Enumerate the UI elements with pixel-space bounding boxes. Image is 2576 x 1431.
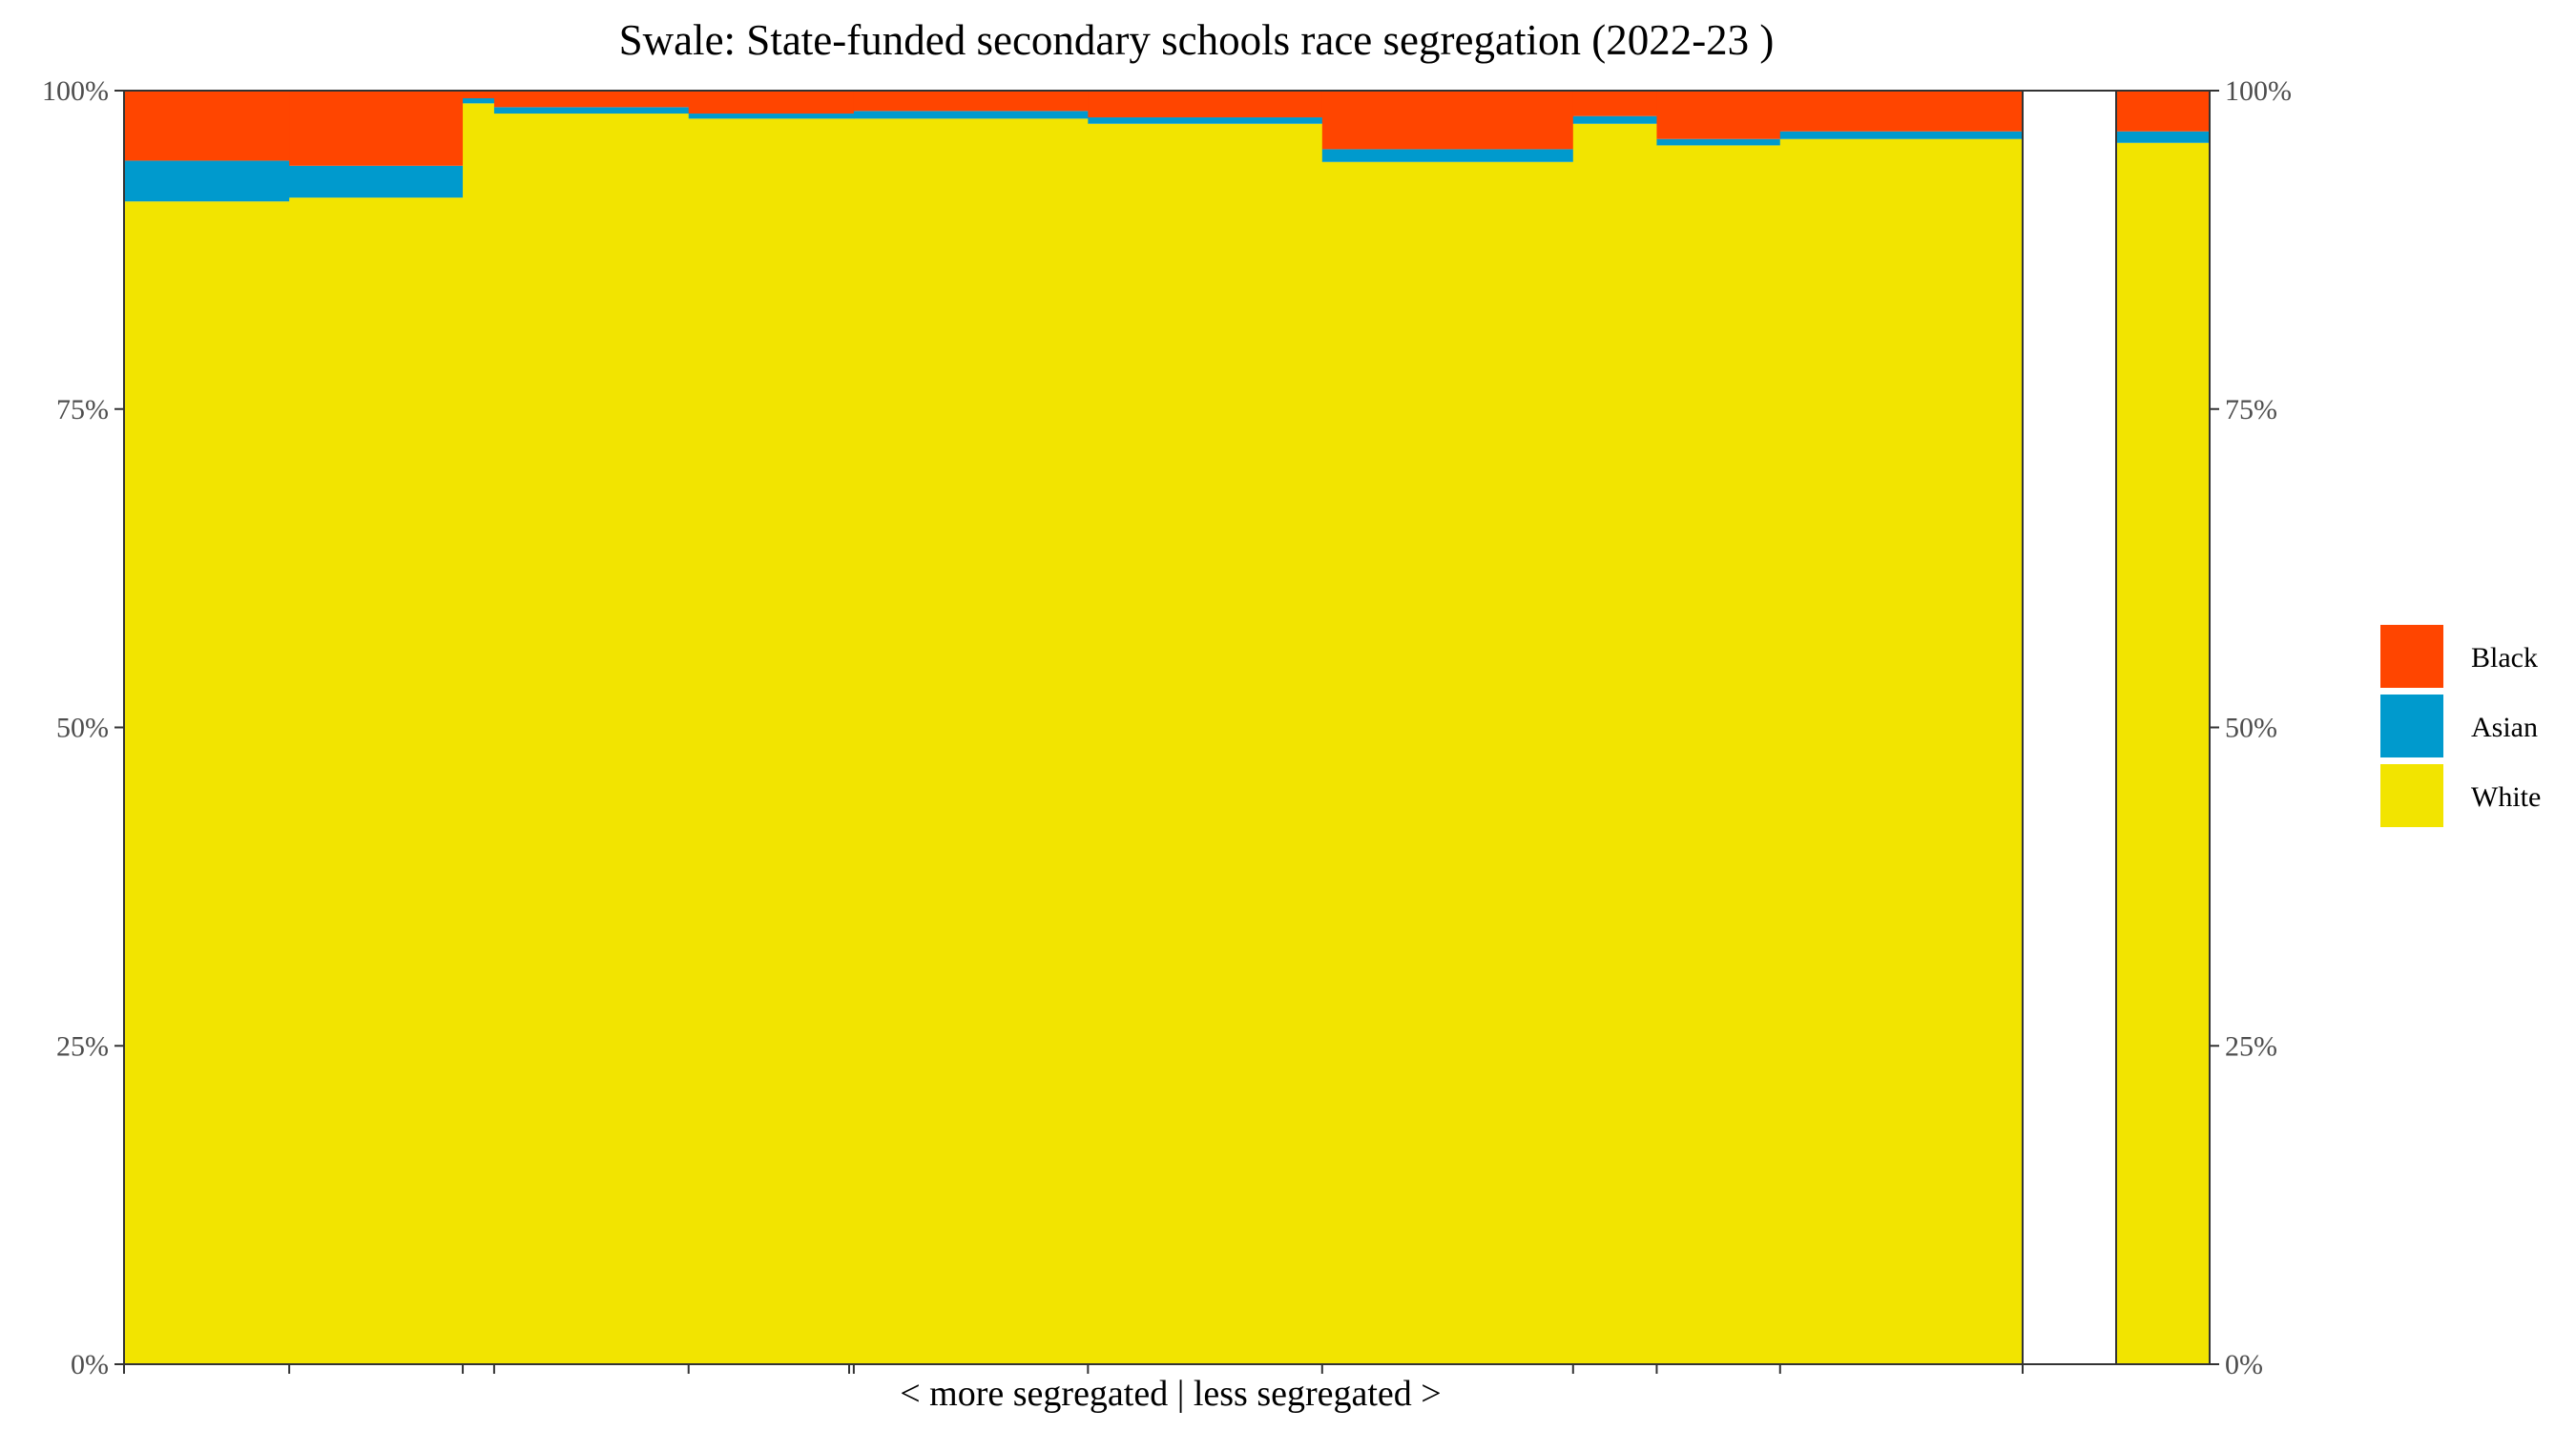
y-tick-label-left: 0%: [71, 1349, 109, 1380]
bar-segment-white-4: [493, 114, 690, 1364]
bar-segment-black-6: [853, 91, 1089, 112]
bar-segment-white-5: [688, 118, 855, 1365]
bar-segment-asian-7: [1088, 117, 1323, 124]
bar-segment-black-10: [1656, 91, 1781, 139]
bar-segment-white-10: [1656, 145, 1781, 1364]
total-bar: [2116, 91, 2210, 1365]
bar-segment-asian-9: [1572, 115, 1658, 124]
bar-segment-asian-8: [1321, 149, 1574, 162]
bar-segment-black-1: [124, 91, 290, 161]
y-tick-label-left: 75%: [56, 394, 109, 425]
legend: Black Asian White: [2380, 625, 2541, 827]
chart-title: Swale: State-funded secondary schools ra…: [619, 16, 1775, 64]
y-tick-label-right: 0%: [2225, 1349, 2263, 1380]
legend-label-white: White: [2471, 781, 2541, 813]
y-tick-label-right: 25%: [2225, 1030, 2277, 1062]
bar-segment-asian-1: [124, 160, 290, 202]
y-tick-label-left: 100%: [42, 75, 109, 107]
y-tick-label-right: 75%: [2225, 394, 2277, 425]
bar-segment-asian-11: [1779, 131, 2024, 139]
legend-label-black: Black: [2471, 642, 2538, 674]
school-bars: [124, 91, 2024, 1365]
bar-segment-asian-5: [688, 114, 855, 119]
bar-segment-white-9: [1572, 123, 1658, 1365]
bar-segment-black-11: [1779, 91, 2024, 132]
bar-segment-black-9: [1572, 91, 1658, 116]
bar-segment-white-7: [1088, 123, 1323, 1365]
bar-segment-asian-10: [1656, 138, 1781, 146]
bar-segment-black-7: [1088, 91, 1323, 118]
bar-segment-black-5: [688, 91, 855, 114]
bar-segment-white-2: [289, 197, 464, 1364]
y-tick-label-left: 25%: [56, 1030, 109, 1062]
total-segment-white: [2116, 142, 2210, 1365]
bar-segment-asian-2: [289, 165, 464, 198]
legend-swatch-white: [2380, 764, 2443, 827]
bar-segment-asian-6: [853, 111, 1089, 119]
bar-segment-white-8: [1321, 161, 1574, 1364]
y-tick-label-right: 50%: [2225, 713, 2277, 744]
y-ticks: 0% 25% 50% 75% 100% 0% 25% 50% 75% 100%: [42, 75, 2292, 1380]
total-segment-asian: [2116, 131, 2210, 143]
y-tick-label-right: 100%: [2225, 75, 2292, 107]
bar-segment-white-11: [1779, 138, 2024, 1365]
bar-segment-black-4: [493, 91, 690, 108]
bar-segment-white-3: [463, 103, 495, 1365]
y-tick-label-left: 50%: [56, 713, 109, 744]
bar-segment-black-2: [289, 91, 464, 166]
bar-segment-black-8: [1321, 91, 1574, 150]
bar-segment-asian-4: [493, 107, 690, 114]
legend-swatch-asian: [2380, 695, 2443, 757]
bar-segment-asian-3: [463, 98, 495, 104]
bar-segment-black-3: [463, 91, 495, 99]
legend-swatch-black: [2380, 625, 2443, 688]
x-axis-label: < more segregated | less segregated >: [900, 1374, 1441, 1414]
legend-label-asian: Asian: [2471, 712, 2538, 743]
bar-segment-white-1: [124, 201, 290, 1364]
bar-segment-white-6: [853, 118, 1089, 1365]
total-segment-black: [2116, 91, 2210, 132]
